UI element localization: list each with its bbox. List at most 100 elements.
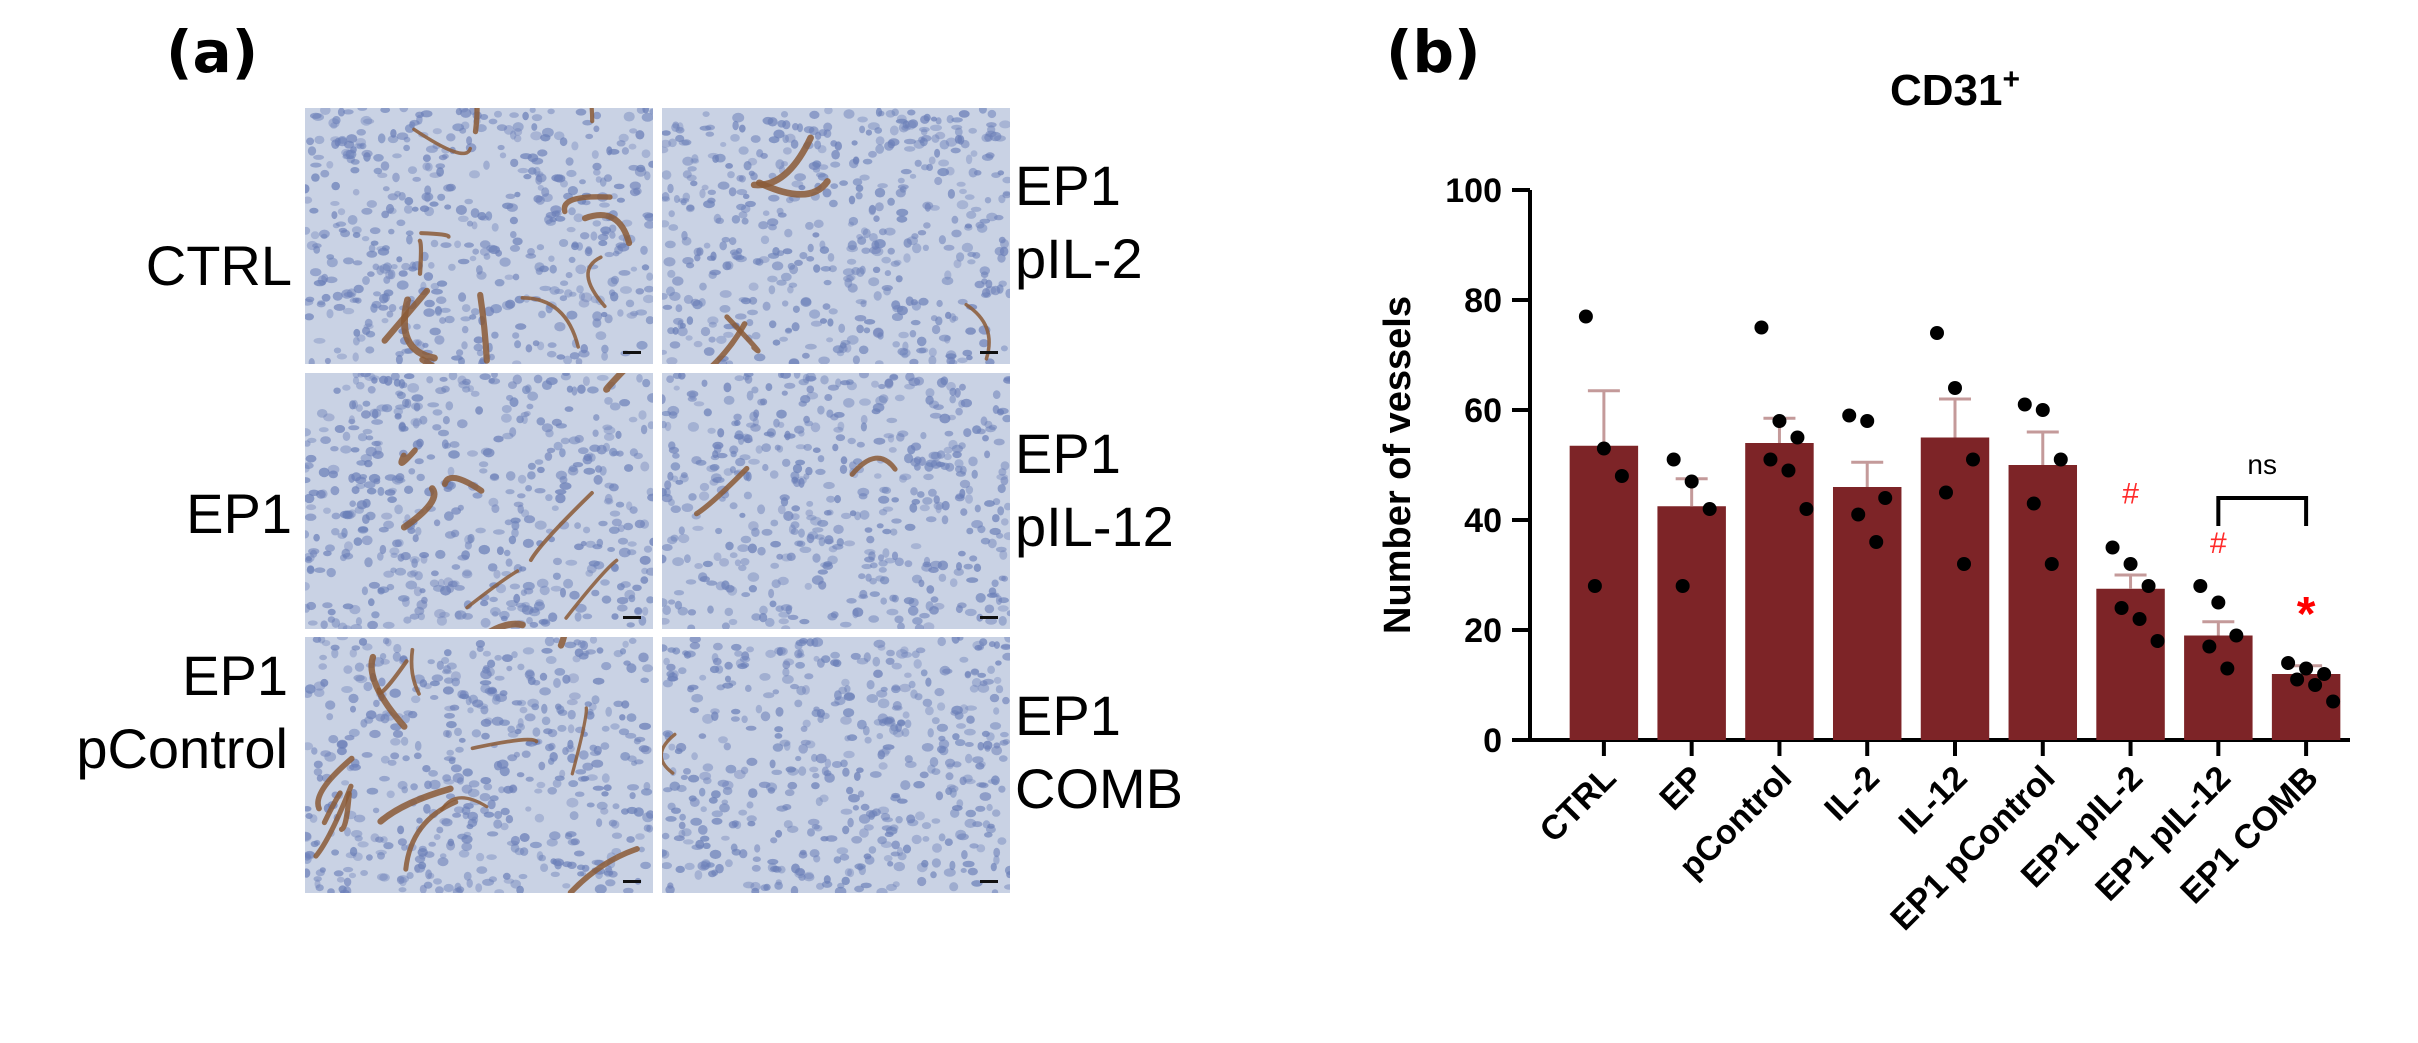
micrograph-label-line: EP1 <box>182 644 288 707</box>
cd31-chart: CD31+ 0 20 40 60 80 100 Number of vessels CTRL EP… <box>1380 60 2410 1040</box>
data-point <box>1966 452 1980 467</box>
data-point <box>1878 491 1893 505</box>
data-point <box>1587 579 1602 593</box>
data-point <box>2035 403 2050 417</box>
data-point <box>2132 612 2147 626</box>
micrograph-tile <box>662 373 1010 629</box>
y-tick-label: 60 <box>1464 392 1502 430</box>
chart-title-superscript: + <box>2002 63 2020 96</box>
micrograph-image <box>305 637 653 893</box>
micrograph-label: EP1 <box>186 478 292 551</box>
data-point <box>1781 463 1796 478</box>
micrograph-tile <box>305 373 653 629</box>
bar <box>1832 487 1902 740</box>
data-point <box>2150 634 2165 648</box>
micrograph-label: EP1 COMB <box>1015 680 1183 826</box>
data-point <box>2299 661 2314 676</box>
significance-marker: # <box>2122 478 2139 511</box>
panel-b-label: (b) <box>1386 18 1481 86</box>
data-point <box>2141 579 2156 593</box>
data-point <box>2281 656 2296 670</box>
y-tick-label: 0 <box>1483 722 1502 760</box>
data-point <box>1772 414 1787 428</box>
data-point <box>2044 557 2059 571</box>
bar <box>1657 506 1726 740</box>
chart-title: CD31+ <box>1890 63 2020 116</box>
data-point <box>2017 397 2032 412</box>
y-tick-label: 100 <box>1445 172 1502 210</box>
data-point <box>2202 639 2217 654</box>
x-tick-label: IL-2 <box>1817 759 1887 829</box>
micrograph-label-line: EP1 <box>1015 422 1121 485</box>
data-point <box>1578 309 1593 324</box>
comparison-bracket <box>2216 496 2309 526</box>
micrograph-label-line: pIL-2 <box>1015 226 1143 290</box>
data-point <box>2290 672 2305 687</box>
data-point <box>1596 441 1611 456</box>
bar <box>1920 437 1990 740</box>
micrograph-label-line: EP1 <box>186 482 292 545</box>
micrograph-label-line: EP1 <box>1015 154 1121 217</box>
data-point <box>1790 430 1805 445</box>
y-axis-label: Number of vessels <box>1380 296 1419 634</box>
chart-title-text: CD31 <box>1890 66 2003 115</box>
bracket-label: ns <box>2247 449 2277 480</box>
data-point <box>1842 408 1857 423</box>
micrograph-label-line: COMB <box>1015 756 1183 820</box>
bar <box>2008 465 2078 740</box>
data-point <box>1930 326 1944 340</box>
significance-marker: * <box>2297 588 2316 641</box>
data-point <box>1957 557 1971 571</box>
data-point <box>1666 452 1681 467</box>
data-point <box>2193 579 2208 593</box>
micrograph-tile <box>305 637 653 893</box>
data-point <box>1675 579 1690 593</box>
micrograph-image <box>662 637 1010 893</box>
x-tick-label: IL-12 <box>1892 759 1975 842</box>
x-tick-label: EP <box>1652 759 1711 818</box>
panel-a-label: (a) <box>166 18 259 86</box>
significance-marker: # <box>2210 527 2227 560</box>
data-point <box>1799 502 1814 516</box>
bar <box>2096 588 2165 740</box>
data-point <box>1939 485 1953 500</box>
micrograph-image <box>662 373 1010 629</box>
micrograph-label-line: CTRL <box>145 234 292 297</box>
x-tick-label: CTRL <box>1533 759 1624 850</box>
data-point <box>2114 601 2129 615</box>
data-point <box>2317 667 2332 681</box>
micrograph-label: EP1 pControl <box>76 640 288 786</box>
data-point <box>2220 661 2235 676</box>
micrograph-tile <box>662 637 1010 893</box>
micrograph-tile <box>305 108 653 364</box>
micrograph-label-line: pIL-12 <box>1015 494 1174 558</box>
data-point <box>2053 452 2068 467</box>
micrograph-label: EP1 pIL-12 <box>1015 418 1174 564</box>
micrograph-label-line: EP1 <box>1015 684 1121 747</box>
micrograph-image <box>305 108 653 364</box>
data-point <box>1614 469 1629 483</box>
data-point <box>1754 320 1769 335</box>
data-point <box>1763 452 1778 467</box>
data-point <box>2123 557 2138 571</box>
data-point <box>2326 694 2341 709</box>
data-point <box>2105 540 2120 555</box>
data-point <box>1702 502 1717 516</box>
micrograph-label-line: pControl <box>76 716 288 780</box>
bar <box>2184 635 2253 740</box>
y-tick-label: 80 <box>1464 282 1502 320</box>
data-point <box>2308 678 2323 692</box>
data-point <box>2229 628 2244 643</box>
micrograph-image <box>305 373 653 629</box>
data-point <box>1860 414 1875 428</box>
y-tick-label: 20 <box>1464 612 1502 650</box>
y-tick-label: 40 <box>1464 502 1502 540</box>
data-point <box>1948 381 1962 395</box>
data-point <box>2026 496 2041 511</box>
data-point <box>2211 595 2226 610</box>
data-point <box>1684 474 1699 489</box>
bar <box>1569 445 1639 740</box>
micrograph-tile <box>662 108 1010 364</box>
bar <box>1745 443 1814 740</box>
